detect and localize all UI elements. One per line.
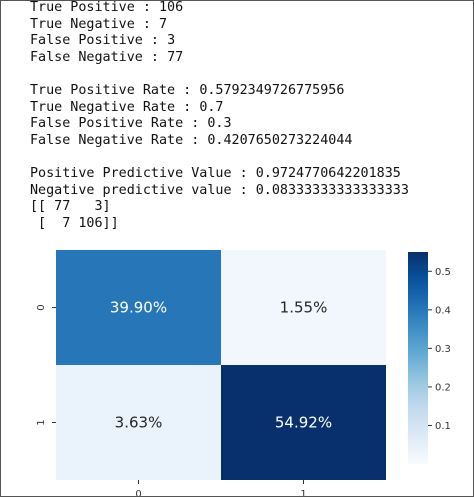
colorbar-tick-label: 0.4 (435, 305, 451, 316)
separator: : (134, 16, 159, 32)
counts-value: 7 (159, 16, 168, 32)
predictive-value: 0.08333333333333333 (255, 182, 409, 198)
rates-value: 0.3 (207, 116, 232, 132)
separator: : (142, 33, 168, 49)
y-tick-label: 1 (36, 419, 47, 425)
separator: : (175, 82, 200, 98)
colorbar-tick-label: 0.2 (435, 382, 451, 393)
heatmap-cell (56, 250, 221, 365)
rates-label: False Positive Rate (30, 116, 184, 132)
counts-line: False Negative : 77 (30, 50, 474, 67)
matrix-print-line: [ 7 106]] (30, 215, 119, 231)
colorbar-tick-label: 0.1 (435, 421, 451, 432)
separator: : (142, 49, 168, 65)
counts-line: True Negative : 7 (30, 17, 474, 34)
counts-value: 106 (159, 0, 184, 15)
rates-label: True Negative Rate (30, 99, 176, 115)
x-tick-label: 1 (300, 489, 306, 497)
y-tick-label: 0 (36, 304, 47, 310)
counts-label: False Positive (30, 33, 143, 49)
rates-label: True Positive Rate (30, 82, 176, 98)
separator: : (231, 182, 256, 198)
colorbar-tick-label: 0.3 (435, 344, 451, 355)
rates-line: False Negative Rate : 0.4207650273224044 (30, 133, 474, 150)
separator: : (183, 132, 208, 148)
x-tick-label: 0 (135, 489, 141, 497)
rates-line: True Negative Rate : 0.7 (30, 100, 474, 117)
rates-line: False Positive Rate : 0.3 (30, 116, 474, 133)
separator: : (134, 0, 159, 15)
predictive-value: 0.9724770642201835 (255, 165, 401, 181)
heatmap-cell (221, 365, 386, 480)
counts-line: False Positive : 3 (30, 33, 474, 50)
heatmap-cell (56, 365, 221, 480)
separator: : (231, 165, 256, 181)
colorbar-tick-label: 0.5 (435, 267, 451, 278)
matrix-print-line: [[ 77 3] (30, 199, 111, 215)
separator: : (175, 99, 200, 115)
cell-value-label: 1.55% (280, 299, 328, 317)
rates-value: 0.7 (199, 99, 224, 115)
counts-line: True Positive : 106 (30, 0, 474, 17)
cell-value-label: 3.63% (115, 414, 163, 432)
heatmap-cell (221, 250, 386, 365)
predictive-label: Positive Predictive Value (30, 165, 232, 181)
predictive-line: Positive Predictive Value : 0.9724770642… (30, 166, 474, 183)
counts-label: False Negative (30, 49, 143, 65)
rates-line: True Positive Rate : 0.5792349726775956 (30, 83, 474, 100)
cell-value-label: 39.90% (110, 299, 167, 317)
cell-value-label: 54.92% (275, 414, 332, 432)
counts-value: 77 (167, 49, 184, 65)
console-output: True Positive : 106 True Negative : 7 Fals… (30, 0, 474, 232)
colorbar (408, 252, 428, 464)
separator: : (183, 116, 208, 132)
counts-value: 3 (167, 33, 176, 49)
rates-label: False Negative Rate (30, 132, 184, 148)
predictive-line: Negative predictive value : 0.0833333333… (30, 183, 474, 200)
rates-value: 0.5792349726775956 (199, 82, 345, 98)
counts-label: True Negative (30, 16, 135, 32)
counts-label: True Positive (30, 0, 135, 15)
rates-value: 0.4207650273224044 (207, 132, 353, 148)
predictive-label: Negative predictive value (30, 182, 232, 198)
